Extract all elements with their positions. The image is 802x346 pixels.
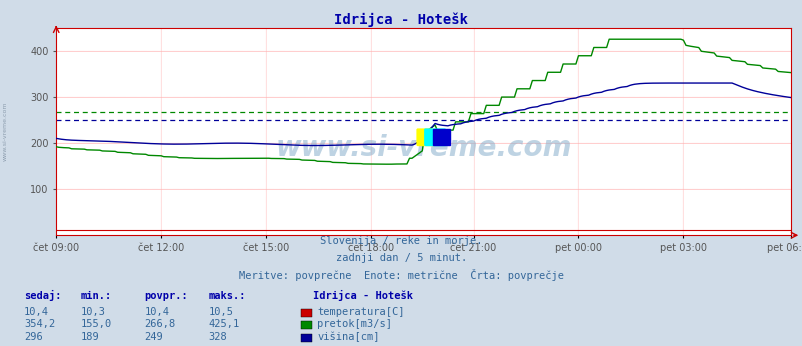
Text: temperatura[C]: temperatura[C]	[317, 307, 404, 317]
Text: Idrijca - Hotešk: Idrijca - Hotešk	[313, 290, 413, 301]
Text: višina[cm]: višina[cm]	[317, 331, 379, 342]
Text: zadnji dan / 5 minut.: zadnji dan / 5 minut.	[335, 253, 467, 263]
Text: 10,3: 10,3	[80, 307, 105, 317]
Text: min.:: min.:	[80, 291, 111, 301]
Text: 425,1: 425,1	[209, 319, 240, 329]
Polygon shape	[417, 129, 432, 145]
Text: 10,5: 10,5	[209, 307, 233, 317]
Text: povpr.:: povpr.:	[144, 291, 188, 301]
Text: maks.:: maks.:	[209, 291, 246, 301]
Text: pretok[m3/s]: pretok[m3/s]	[317, 319, 391, 329]
Text: sedaj:: sedaj:	[24, 290, 62, 301]
Text: 189: 189	[80, 332, 99, 342]
Text: Slovenija / reke in morje.: Slovenija / reke in morje.	[320, 236, 482, 246]
Polygon shape	[424, 129, 445, 145]
Polygon shape	[424, 129, 445, 145]
Polygon shape	[432, 129, 450, 145]
Text: www.si-vreme.com: www.si-vreme.com	[3, 102, 8, 161]
Text: 354,2: 354,2	[24, 319, 55, 329]
Text: www.si-vreme.com: www.si-vreme.com	[275, 134, 571, 162]
Text: Idrijca - Hotešk: Idrijca - Hotešk	[334, 12, 468, 27]
Text: 155,0: 155,0	[80, 319, 111, 329]
Text: 10,4: 10,4	[24, 307, 49, 317]
Polygon shape	[417, 129, 432, 145]
Text: 266,8: 266,8	[144, 319, 176, 329]
Text: 328: 328	[209, 332, 227, 342]
Text: 10,4: 10,4	[144, 307, 169, 317]
Text: 249: 249	[144, 332, 163, 342]
Text: 296: 296	[24, 332, 43, 342]
Text: Meritve: povprečne  Enote: metrične  Črta: povprečje: Meritve: povprečne Enote: metrične Črta:…	[239, 268, 563, 281]
